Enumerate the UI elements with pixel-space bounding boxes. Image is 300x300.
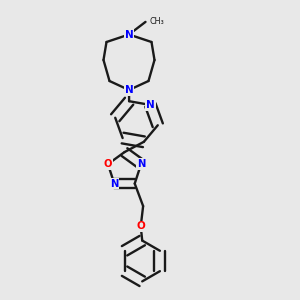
Text: N: N: [137, 159, 145, 169]
Text: CH₃: CH₃: [150, 17, 165, 26]
Text: N: N: [124, 29, 134, 40]
Text: O: O: [104, 159, 112, 169]
Text: N: N: [124, 85, 134, 95]
Text: N: N: [110, 178, 118, 189]
Text: N: N: [146, 100, 155, 110]
Text: O: O: [136, 221, 145, 232]
